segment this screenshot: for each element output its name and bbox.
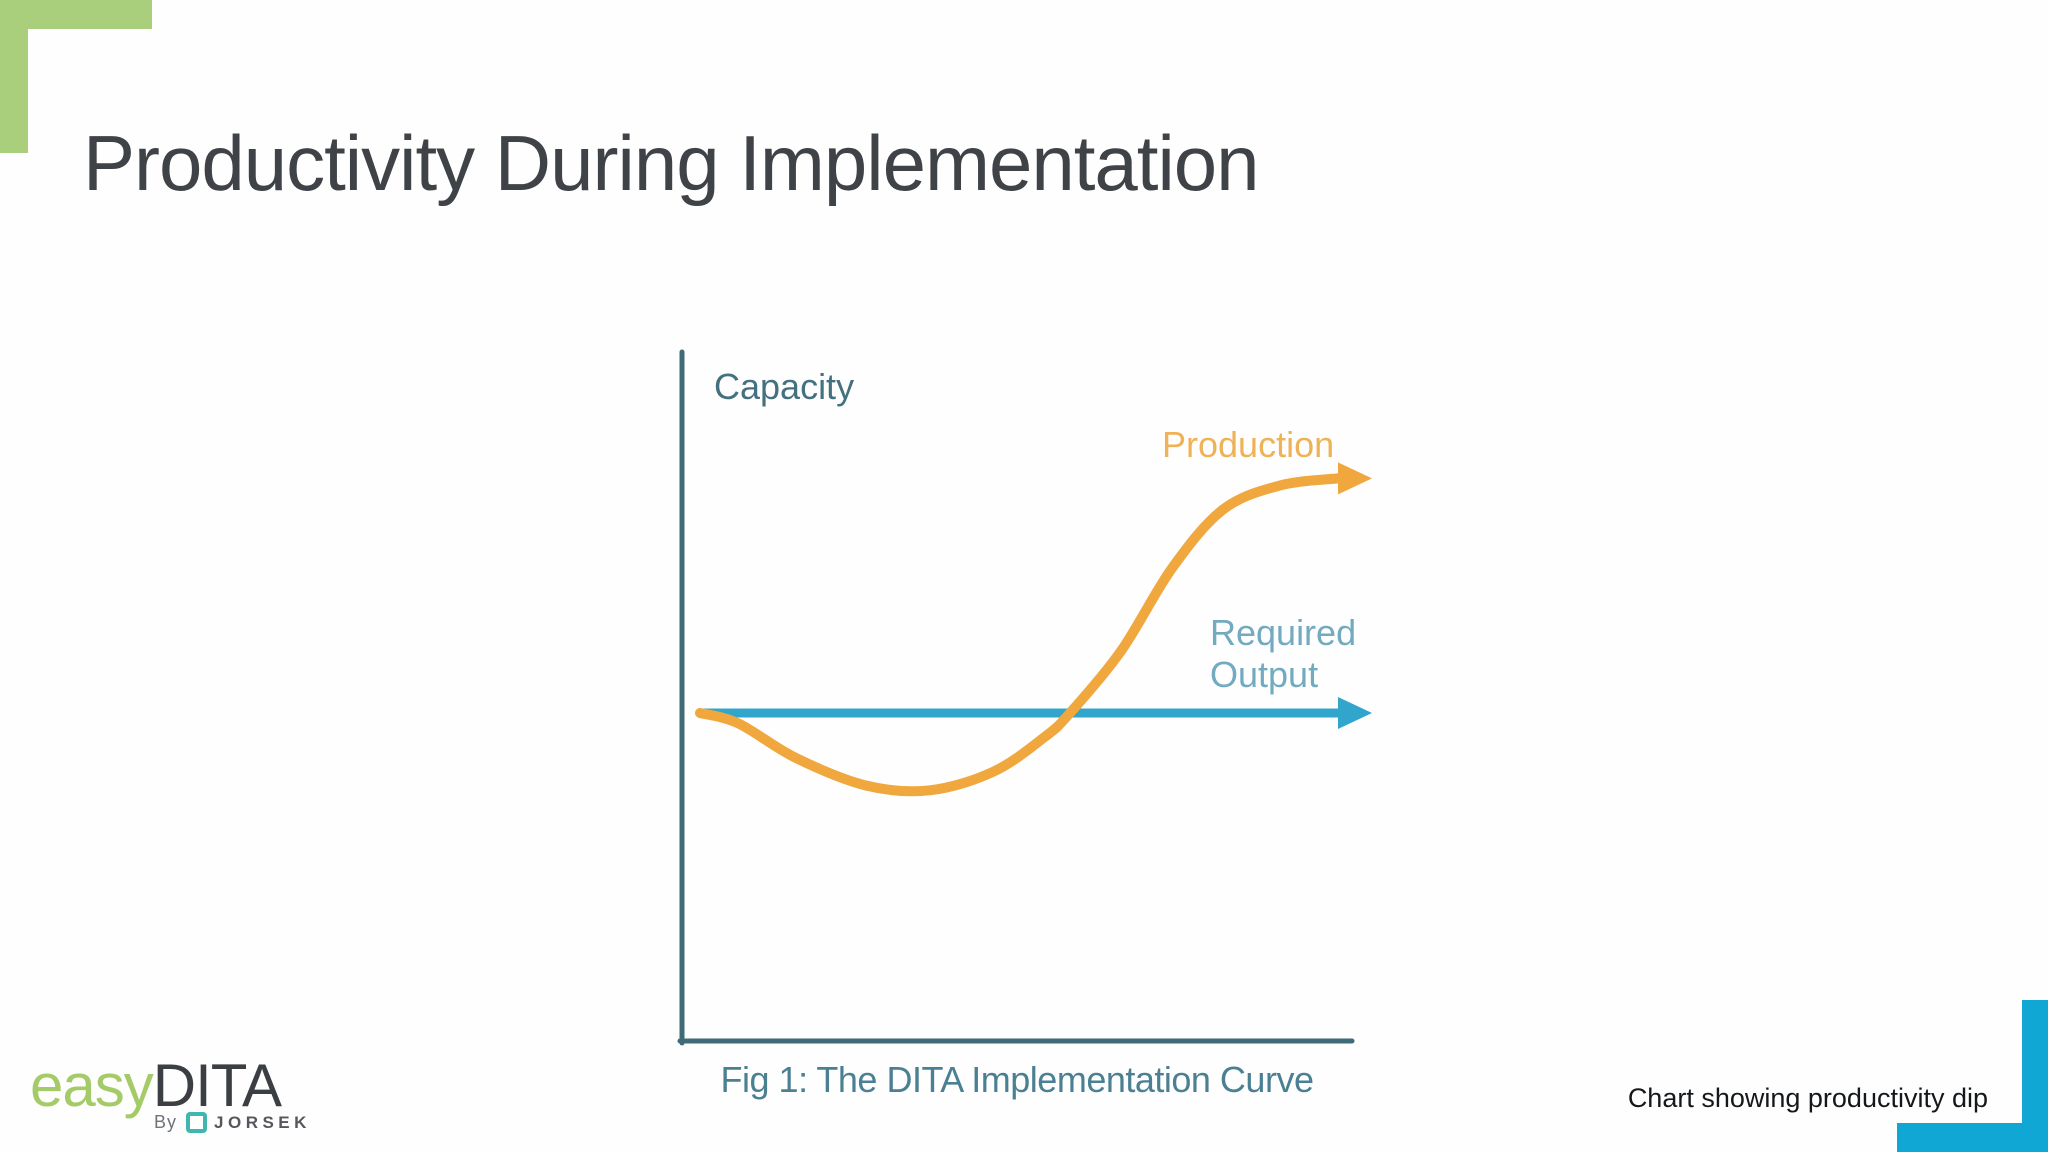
- required-output-arrowhead: [1338, 697, 1372, 729]
- production-arrowhead: [1338, 462, 1372, 495]
- required-output-series-label: Required Output: [1210, 612, 1357, 696]
- production-series-label: Production: [1162, 424, 1335, 465]
- logo-dita-text: DITA: [152, 1052, 282, 1119]
- easydita-wordmark: easy DITA: [30, 1056, 311, 1116]
- jorsek-square-icon: [186, 1112, 208, 1133]
- slide-title: Productivity During Implementation: [83, 119, 1260, 207]
- figure-caption: Fig 1: The DITA Implementation Curve: [720, 1059, 1314, 1100]
- corner-accent-top-left-vertical: [0, 0, 28, 153]
- logo-byline: By JORSEK: [30, 1112, 311, 1133]
- easydita-logo: easy DITA By JORSEK: [30, 1056, 311, 1133]
- corner-accent-bottom-right-vertical: [2022, 1000, 2048, 1152]
- logo-company-text: JORSEK: [214, 1112, 311, 1132]
- footnote-text: Chart showing productivity dip: [1627, 1083, 1988, 1113]
- logo-by-text: By: [154, 1112, 178, 1132]
- logo-easy-text: easy: [30, 1052, 154, 1119]
- y-axis-label-capacity: Capacity: [714, 366, 855, 407]
